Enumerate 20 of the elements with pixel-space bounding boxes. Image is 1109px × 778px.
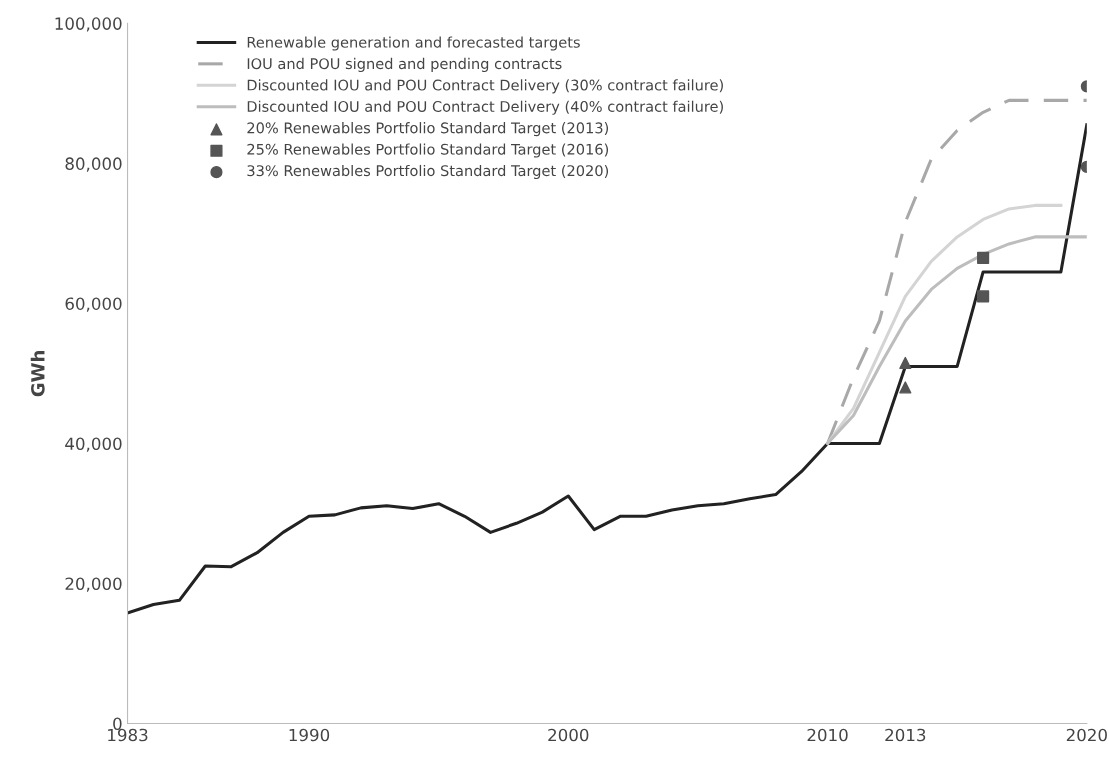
y-tick-label: 60,000 xyxy=(65,297,122,312)
legend-label: Discounted IOU and POU Contract Delivery (40% contract failure) xyxy=(247,100,723,115)
x-tick-label: 1983 xyxy=(108,728,148,742)
y-tick-label: 20,000 xyxy=(65,577,122,592)
y-tick-label: 100,000 xyxy=(55,17,122,32)
legend-label: Discounted IOU and POU Contract Delivery (30% contract failure) xyxy=(247,79,723,94)
legend-label: Renewable generation and forecasted targets xyxy=(247,36,580,51)
x-tick-label: 1990 xyxy=(289,728,330,742)
legend-label: 25% Renewables Portfolio Standard Target (2016) xyxy=(247,143,609,158)
x-tick-label: 2010 xyxy=(807,728,848,742)
legend-label: IOU and POU signed and pending contracts xyxy=(247,57,562,72)
legend-label: 33% Renewables Portfolio Standard Target (2020) xyxy=(247,164,609,180)
y-tick-label: 80,000 xyxy=(65,157,122,172)
x-tick-label: 2013 xyxy=(885,728,926,742)
legend-label: 20% Renewables Portfolio Standard Target (2013) xyxy=(247,122,609,137)
y-axis-title: GWh xyxy=(30,351,45,397)
y-tick-label: 40,000 xyxy=(65,437,122,452)
x-tick-label: 2020 xyxy=(1066,728,1107,742)
y-tick-label: 0 xyxy=(113,717,122,731)
x-tick-label: 2000 xyxy=(548,728,589,742)
